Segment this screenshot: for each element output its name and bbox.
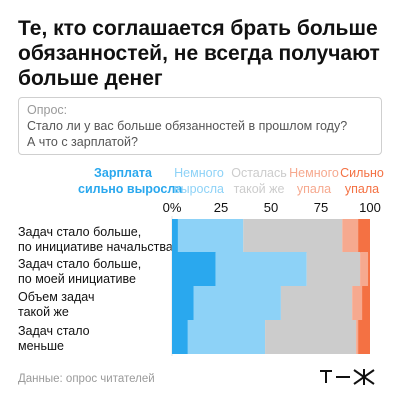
bar-segment-down xyxy=(342,219,359,253)
chart-legend: Зарплата сильно выросла Немного выросла … xyxy=(0,165,400,201)
row-label-line: по инициативе начальства xyxy=(18,240,173,254)
x-tick-label: 0% xyxy=(162,200,182,215)
row-label: Задач стало больше, по инициативе началь… xyxy=(18,225,178,255)
x-tick-label: 25 xyxy=(213,200,229,215)
title-line-1: Те, кто соглашается брать больше xyxy=(18,17,378,40)
legend-label: Немного xyxy=(289,166,339,180)
row-label: Задач стало больше, по моей инициативе xyxy=(18,257,178,287)
row-label: Объем задач такой же xyxy=(18,290,178,320)
survey-question-box: Опрос: Стало ли у вас больше обязанносте… xyxy=(18,97,382,155)
bar-segment-strong-up xyxy=(172,219,178,253)
legend-item-down: Немного упала xyxy=(286,165,342,197)
legend-label: сильно выросла xyxy=(78,182,183,196)
legend-item-same: Осталась такой же xyxy=(228,165,290,197)
bar-segment-strong-up xyxy=(172,320,188,354)
survey-question-line-1: Стало ли у вас больше обязанностей в про… xyxy=(27,119,348,133)
bar-segment-down xyxy=(356,320,359,354)
legend-label: выросла xyxy=(173,182,225,196)
bar-segment-same xyxy=(243,219,343,253)
x-tick-label: 75 xyxy=(313,200,329,215)
legend-label: такой же xyxy=(233,182,285,196)
bar-segment-same xyxy=(265,320,357,354)
x-tick-label: 50 xyxy=(263,200,279,215)
row-label: Задач стало меньше xyxy=(18,324,178,354)
bar-segment-same xyxy=(306,252,361,286)
bar-segment-strong-down xyxy=(358,219,370,253)
row-label-line: Задач стало больше, xyxy=(18,257,142,271)
bar-segment-strong-down xyxy=(358,320,370,354)
legend-label: Немного xyxy=(174,166,224,180)
row-label-line: такой же xyxy=(18,305,69,319)
source-note: Данные: опрос читателей xyxy=(18,373,155,385)
bar-segment-strong-up xyxy=(172,252,216,286)
legend-label: Сильно xyxy=(340,166,384,180)
page-title: Те, кто соглашается брать больше обязанн… xyxy=(18,16,388,91)
x-tick-label: 100 xyxy=(359,200,381,215)
legend-item-strong-down: Сильно упала xyxy=(336,165,388,197)
legend-label: Зарплата xyxy=(94,166,152,180)
legend-item-up: Немного выросла xyxy=(168,165,230,197)
bar-segment-up xyxy=(193,286,281,320)
bar-segment-down xyxy=(360,252,369,286)
title-line-2: обязанностей, не всегда получают xyxy=(18,42,380,65)
bar-segment-strong-down xyxy=(362,286,370,320)
survey-label: Опрос: xyxy=(27,103,68,117)
row-label-line: Задач стало больше, xyxy=(18,225,142,239)
bar-segment-strong-down xyxy=(368,252,370,286)
row-label-line: Задач стало xyxy=(18,324,90,338)
bar-segment-up xyxy=(187,320,266,354)
survey-question-line-2: А что с зарплатой? xyxy=(27,135,138,149)
tzh-logo xyxy=(320,369,375,385)
bar-segment-up xyxy=(215,252,307,286)
legend-label: упала xyxy=(296,182,332,196)
bar-segment-strong-up xyxy=(172,286,194,320)
row-label-line: Объем задач xyxy=(18,290,95,304)
legend-label: упала xyxy=(344,182,380,196)
row-label-line: меньше xyxy=(18,339,64,353)
bar-segment-same xyxy=(280,286,353,320)
title-line-3: больше денег xyxy=(18,67,163,90)
legend-item-strong-up: Зарплата сильно выросла xyxy=(78,165,183,197)
bar-segment-up xyxy=(177,219,244,253)
row-label-line: по моей инициативе xyxy=(18,272,136,286)
legend-label: Осталась xyxy=(231,166,287,180)
bar-segment-down xyxy=(352,286,363,320)
